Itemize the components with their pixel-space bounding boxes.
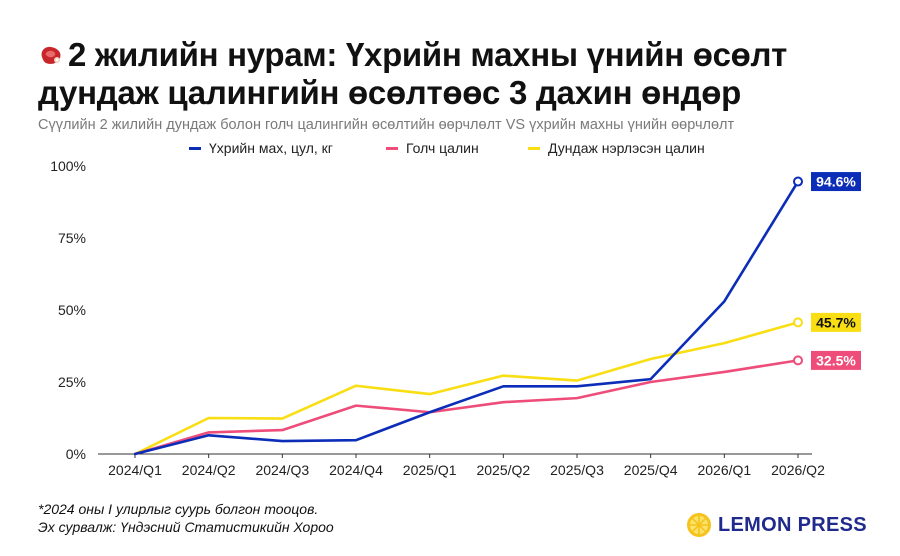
end-point-average-wage (793, 317, 803, 328)
legend-label-beef: Үхрийн мах, цул, кг (209, 140, 333, 156)
logo-text: LEMON PRESS (718, 513, 867, 536)
x-tick-label: 2024/Q2 (182, 462, 236, 478)
meat-icon (41, 46, 61, 64)
x-tick-label: 2026/Q2 (771, 462, 825, 478)
legend-swatch-median-wage (386, 146, 398, 150)
series-line-average-wage (133, 321, 800, 456)
end-point-beef (793, 176, 803, 187)
end-point-median-wage (793, 355, 803, 366)
legend-label-average-wage: Дундаж нэрлэсэн цалин (548, 140, 705, 156)
y-tick-label: 75% (58, 230, 86, 246)
legend-swatch-beef (189, 146, 201, 150)
legend-item-average-wage: Дундаж нэрлэсэн цалин (528, 140, 705, 156)
chart-legend: Үхрийн мах, цул, кг Голч цалин Дундаж нэ… (0, 140, 900, 160)
logo: LEMON PRESS (686, 512, 867, 538)
x-tick-label: 2024/Q1 (108, 462, 162, 478)
legend-item-median-wage: Голч цалин (386, 140, 479, 156)
x-tick-label: 2025/Q1 (403, 462, 457, 478)
x-tick-label: 2025/Q4 (624, 462, 678, 478)
x-tick-label: 2024/Q3 (255, 462, 309, 478)
lemon-icon (687, 513, 711, 537)
legend-label-median-wage: Голч цалин (406, 140, 479, 156)
y-tick-label: 0% (66, 446, 86, 462)
x-tick-label: 2025/Q2 (476, 462, 530, 478)
title-line-1: 2 жилийн нурам: Үхрийн махны үнийн өсөлт (38, 36, 888, 74)
chart-title: 2 жилийн нурам: Үхрийн махны үнийн өсөлт… (38, 36, 888, 112)
x-tick-label: 2026/Q1 (697, 462, 751, 478)
footnote-source: Эх сурвалж: Үндэсний Статистикийн Хороо (38, 519, 334, 535)
y-tick-label: 50% (58, 302, 86, 318)
title-text-1: 2 жилийн нурам: Үхрийн махны үнийн өсөлт (68, 36, 788, 73)
series-line-median-wage (133, 359, 800, 456)
x-tick-label: 2024/Q4 (329, 462, 383, 478)
end-label-beef-bg (811, 172, 861, 192)
title-line-2: дундаж цалингийн өсөлтөөс 3 дахин өндөр (38, 74, 741, 111)
legend-swatch-average-wage (528, 146, 540, 150)
end-label-median-wage: 32.5% (816, 352, 856, 368)
end-label-beef: 94.6% (816, 174, 856, 190)
y-tick-label: 25% (58, 374, 86, 390)
y-tick-label: 100% (50, 158, 86, 174)
end-label-average-wage-bg (811, 312, 861, 332)
end-label-median-wage-bg (811, 350, 861, 370)
chart-subtitle: Сүүлийн 2 жилийн дундаж болон голч цалин… (38, 117, 735, 133)
footnote: *2024 оны I улирлыг суурь болгон тооцов.… (38, 500, 334, 536)
series-line-beef (133, 180, 800, 456)
x-tick-label: 2025/Q3 (550, 462, 604, 478)
footnote-base: *2024 оны I улирлыг суурь болгон тооцов. (38, 501, 319, 517)
end-label-average-wage: 45.7% (816, 314, 856, 330)
legend-item-beef: Үхрийн мах, цул, кг (189, 140, 333, 156)
